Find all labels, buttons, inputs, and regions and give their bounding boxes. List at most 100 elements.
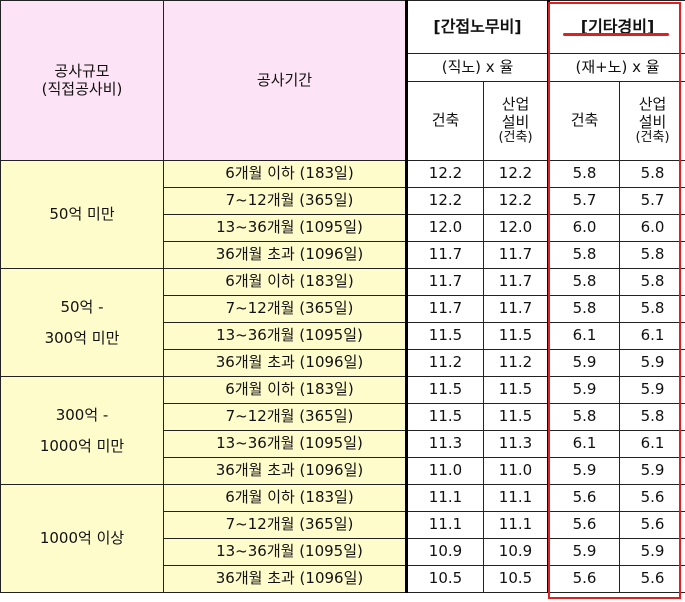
indirect-plant-rate: 11.0 <box>482 457 550 485</box>
scale-group-label: 300억 - <box>55 405 109 424</box>
scale-header-sub: (직접공사비) <box>41 79 123 98</box>
period-cell: 7~12개월 (365일) <box>163 403 408 431</box>
table-row: 7~12개월 (365일) 11.5 11.5 5.8 5.8 <box>1 403 685 431</box>
indirect-building-rate: 11.1 <box>406 484 484 512</box>
indirect-building-rate: 11.3 <box>406 430 484 458</box>
other-building-header: 건축 <box>547 81 621 161</box>
scale-group-cell: 50억 - 300억 미만 <box>0 268 164 377</box>
indirect-labor-formula: (직노) x 율 <box>405 53 550 82</box>
indirect-plant-rate: 11.7 <box>482 268 550 296</box>
other-expense-formula: (재+노) x 율 <box>547 53 685 82</box>
period-cell: 36개월 초과 (1096일) <box>163 349 408 377</box>
indirect-plant-rate: 12.2 <box>482 160 550 188</box>
indirect-plant-rate: 11.1 <box>482 511 550 539</box>
indirect-building-rate: 10.5 <box>406 565 484 593</box>
indirect-plant-rate: 11.2 <box>482 349 550 377</box>
indirect-plant-rate: 10.5 <box>482 565 550 593</box>
table-row: 36개월 초과 (1096일) 11.7 11.7 5.8 5.8 <box>1 241 685 269</box>
period-cell: 7~12개월 (365일) <box>163 511 408 539</box>
period-cell: 7~12개월 (365일) <box>163 187 408 215</box>
scale-group-label: 1000억 미만 <box>39 436 125 455</box>
indirect-building-rate: 11.5 <box>406 403 484 431</box>
indirect-labor-title: [간접노무비] <box>405 0 550 54</box>
table-row: 36개월 초과 (1096일) 10.5 10.5 5.6 5.6 <box>1 565 685 593</box>
period-cell: 6개월 이하 (183일) <box>163 160 408 188</box>
other-plant-rate: 5.9 <box>619 349 685 377</box>
other-plant-rate: 5.6 <box>619 511 685 539</box>
table-row: 7~12개월 (365일) 12.2 12.2 5.7 5.7 <box>1 187 685 215</box>
other-plant-rate: 5.8 <box>619 403 685 431</box>
other-plant-rate: 5.9 <box>619 376 685 404</box>
period-cell: 6개월 이하 (183일) <box>163 484 408 512</box>
other-plant-rate: 5.6 <box>619 484 685 512</box>
other-building-rate: 6.0 <box>547 214 621 242</box>
other-plant-line3: (건축) <box>635 129 670 145</box>
other-building-rate: 5.8 <box>547 241 621 269</box>
indirect-building-rate: 11.2 <box>406 349 484 377</box>
indirect-plant-rate: 11.7 <box>482 241 550 269</box>
indirect-building-rate: 12.2 <box>406 160 484 188</box>
indirect-plant-rate: 11.1 <box>482 484 550 512</box>
table-row: 13~36개월 (1095일) 12.0 12.0 6.0 6.0 <box>1 214 685 242</box>
other-plant-rate: 5.9 <box>619 457 685 485</box>
period-cell: 13~36개월 (1095일) <box>163 430 408 458</box>
indirect-plant-rate: 11.5 <box>482 403 550 431</box>
indirect-building-rate: 11.5 <box>406 322 484 350</box>
other-plant-rate: 5.9 <box>619 538 685 566</box>
indirect-plant-rate: 11.5 <box>482 322 550 350</box>
table-row: 13~36개월 (1095일) 10.9 10.9 5.9 5.9 <box>1 538 685 566</box>
table-row: 50억 미만 6개월 이하 (183일) 12.2 12.2 5.8 5.8 <box>0 160 685 269</box>
table-row: 13~36개월 (1095일) 11.5 11.5 6.1 6.1 <box>1 322 685 350</box>
indirect-plant-rate: 11.7 <box>482 295 550 323</box>
table-row: 36개월 초과 (1096일) 11.2 11.2 5.9 5.9 <box>1 349 685 377</box>
other-building-rate: 6.1 <box>547 322 621 350</box>
other-building-rate: 5.6 <box>547 511 621 539</box>
table-row: 7~12개월 (365일) 11.7 11.7 5.8 5.8 <box>1 295 685 323</box>
table-row: 1000억 이상 6개월 이하 (183일) 11.1 11.1 5.6 5.6 <box>0 484 685 593</box>
period-cell: 36개월 초과 (1096일) <box>163 457 408 485</box>
other-plant-rate: 5.8 <box>619 295 685 323</box>
other-plant-rate: 5.8 <box>619 241 685 269</box>
indirect-building-rate: 12.0 <box>406 214 484 242</box>
indirect-building-rate: 11.7 <box>406 295 484 323</box>
period-header: 공사기간 <box>163 0 408 161</box>
table-row: 300억 -1000억 미만 6개월 이하 (183일) 11.5 11.5 5.9 5.… <box>0 376 685 485</box>
period-cell: 36개월 초과 (1096일) <box>163 241 408 269</box>
indirect-building-rate: 11.0 <box>406 457 484 485</box>
other-expense-title: [기타경비] <box>547 0 685 54</box>
other-building-rate: 5.9 <box>547 376 621 404</box>
indirect-building-rate: 11.1 <box>406 511 484 539</box>
scale-group-label: 50억 - <box>60 297 104 316</box>
scale-group-cell: 50억 미만 <box>0 160 164 269</box>
table-row: 50억 -300억 미만 6개월 이하 (183일) 11.7 11.7 5.8 5.8 <box>0 268 685 377</box>
table-row: 13~36개월 (1095일) 11.3 11.3 6.1 6.1 <box>1 430 685 458</box>
other-building-rate: 5.9 <box>547 538 621 566</box>
other-plant-rate: 6.1 <box>619 430 685 458</box>
other-plant-rate: 5.8 <box>619 160 685 188</box>
other-building-rate: 5.7 <box>547 187 621 215</box>
indirect-plant-rate: 11.5 <box>482 376 550 404</box>
indirect-plant-header: 산업 설비 (건축) <box>482 81 550 161</box>
other-plant-rate: 6.1 <box>619 322 685 350</box>
other-building-rate: 5.8 <box>547 403 621 431</box>
other-building-rate: 5.9 <box>547 457 621 485</box>
indirect-plant-line3: (건축) <box>498 129 533 145</box>
scale-group-label: 50억 미만 <box>49 205 115 223</box>
other-plant-line2: 설비 <box>638 112 667 131</box>
other-building-rate: 5.9 <box>547 349 621 377</box>
indirect-building-rate: 10.9 <box>406 538 484 566</box>
table-row: 7~12개월 (365일) 11.1 11.1 5.6 5.6 <box>1 511 685 539</box>
other-building-rate: 5.8 <box>547 160 621 188</box>
indirect-building-rate: 12.2 <box>406 187 484 215</box>
indirect-building-rate: 11.5 <box>406 376 484 404</box>
other-building-rate: 5.8 <box>547 295 621 323</box>
other-plant-header: 산업 설비 (건축) <box>619 81 685 161</box>
period-cell: 7~12개월 (365일) <box>163 295 408 323</box>
period-cell: 13~36개월 (1095일) <box>163 214 408 242</box>
period-cell: 6개월 이하 (183일) <box>163 376 408 404</box>
table-body: 50억 미만 6개월 이하 (183일) 12.2 12.2 5.8 5.8 7~12개월 … <box>0 160 685 593</box>
period-cell: 6개월 이하 (183일) <box>163 268 408 296</box>
period-cell: 13~36개월 (1095일) <box>163 322 408 350</box>
indirect-plant-line1: 산업 <box>501 95 530 114</box>
